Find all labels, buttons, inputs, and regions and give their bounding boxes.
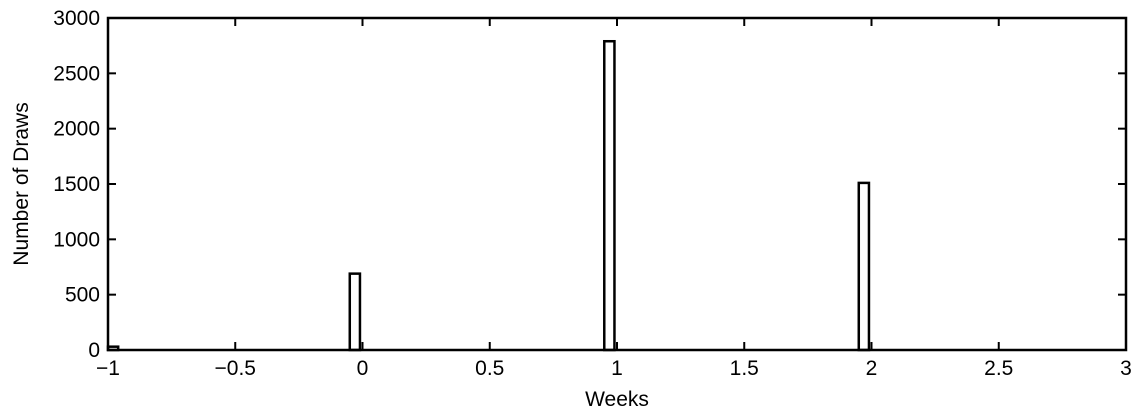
plot-frame [106, 16, 1128, 352]
bar-3 [857, 181, 871, 352]
x-tick-label-8: 3 [1120, 357, 1132, 380]
y-tick-label-0: 0 [88, 339, 100, 362]
y-tick-label-6: 3000 [53, 7, 100, 30]
y-tick-label-3: 1500 [53, 173, 100, 196]
x-tick-label-2: 0 [357, 357, 369, 380]
y-tick-label-2: 1000 [53, 228, 100, 251]
bar-1 [348, 272, 362, 352]
bars [106, 39, 871, 352]
y-tick-label-5: 2500 [53, 62, 100, 85]
tick-marks [107, 17, 1127, 351]
x-tick-label-0: −1 [96, 357, 120, 380]
x-tick-label-1: −0.5 [215, 357, 256, 380]
x-tick-label-3: 0.5 [475, 357, 504, 380]
x-tick-label-5: 1.5 [730, 357, 759, 380]
x-axis-label: Weeks [585, 388, 649, 411]
x-tick-labels: −1 −0.5 0 0.5 1 1.5 2 2.5 3 [96, 357, 1132, 380]
y-tick-label-4: 2000 [53, 118, 100, 141]
bar-2 [603, 39, 616, 352]
x-tick-label-4: 1 [611, 357, 623, 380]
x-tick-label-7: 2.5 [984, 357, 1013, 380]
y-tick-label-1: 500 [65, 284, 100, 307]
y-axis-label: Number of Draws [10, 102, 33, 265]
y-tick-labels: 0 500 1000 1500 2000 2500 3000 [53, 7, 100, 362]
x-tick-label-6: 2 [866, 357, 878, 380]
